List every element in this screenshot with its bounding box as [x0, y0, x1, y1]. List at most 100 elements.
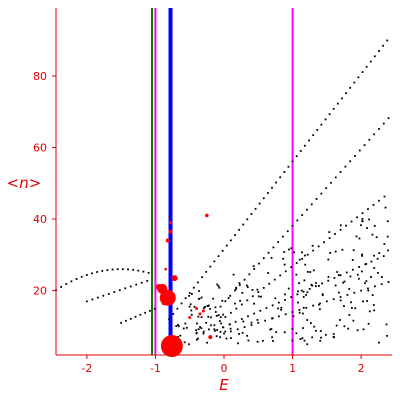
data-point [277, 307, 280, 310]
data-point [366, 300, 369, 302]
data-point [309, 271, 312, 273]
data-point [369, 60, 372, 63]
data-point [213, 328, 216, 331]
data-point [216, 283, 219, 286]
data-point [264, 319, 267, 322]
data-point [250, 321, 253, 324]
data-point [350, 301, 352, 304]
data-point [324, 118, 327, 121]
data-point [368, 218, 371, 221]
data-point [275, 331, 278, 334]
data-point [370, 260, 373, 263]
data-point [188, 343, 190, 346]
data-point [85, 300, 88, 303]
highlight-point [164, 267, 168, 271]
data-point [283, 251, 286, 253]
data-point [348, 288, 351, 290]
data-point [214, 311, 217, 313]
data-point [332, 298, 335, 301]
data-point [240, 303, 243, 306]
data-point [239, 299, 242, 302]
data-point [206, 341, 209, 344]
data-point [336, 102, 339, 105]
data-point [306, 253, 309, 256]
data-point [336, 271, 339, 273]
data-point [372, 304, 375, 306]
data-point [213, 260, 216, 263]
data-point [184, 297, 187, 300]
data-point [362, 328, 365, 331]
data-point [210, 316, 212, 319]
data-point [290, 266, 293, 269]
data-point [297, 290, 299, 293]
data-point [229, 327, 232, 330]
data-point [312, 269, 315, 272]
data-point [349, 275, 352, 278]
data-point [241, 332, 244, 334]
data-point [188, 305, 191, 308]
data-point [258, 202, 261, 205]
data-point [386, 235, 389, 238]
data-point [116, 268, 119, 271]
data-point [299, 338, 302, 340]
data-point [198, 290, 200, 292]
data-point [288, 248, 290, 251]
data-point [195, 331, 198, 334]
data-point [214, 329, 216, 332]
data-point [214, 306, 217, 309]
data-point [196, 322, 198, 325]
data-point [313, 325, 316, 328]
data-point [91, 298, 94, 301]
data-point [319, 339, 322, 342]
data-point [345, 92, 347, 95]
data-point [80, 275, 83, 278]
data-point [113, 291, 116, 293]
data-point [218, 320, 221, 322]
data-point [179, 334, 182, 337]
data-point [321, 294, 324, 297]
data-point [102, 294, 105, 297]
data-point [356, 216, 358, 219]
data-point [365, 65, 368, 68]
data-point [361, 217, 364, 220]
y-axis-label-close: > [29, 174, 42, 192]
data-point [386, 220, 389, 223]
data-point [364, 282, 366, 285]
data-point [183, 341, 186, 344]
data-point [238, 333, 240, 335]
data-point [297, 301, 299, 304]
data-point [329, 251, 332, 254]
data-point [225, 244, 228, 247]
data-point [328, 231, 331, 233]
data-point [317, 285, 320, 287]
data-point [373, 254, 375, 257]
data-point [238, 228, 240, 231]
highlight-point [188, 315, 192, 319]
data-point [70, 280, 73, 283]
data-point [353, 81, 356, 84]
data-point [132, 268, 135, 271]
data-point [302, 327, 304, 329]
highlight-point [171, 275, 178, 282]
data-point [360, 224, 362, 227]
y-tick-label: 40 [33, 213, 47, 226]
data-point [367, 289, 370, 292]
data-point [299, 150, 302, 152]
data-point [339, 299, 342, 302]
data-point [188, 294, 190, 297]
highlight-points [155, 213, 213, 358]
data-point [373, 55, 376, 58]
data-point [205, 321, 208, 324]
data-point [287, 287, 290, 290]
data-point [306, 343, 309, 346]
data-point [321, 282, 323, 285]
data-point [243, 326, 246, 328]
data-point [291, 311, 294, 313]
x-tick-label: 1 [289, 362, 296, 375]
data-point [291, 160, 294, 163]
data-point [142, 270, 145, 273]
data-point [247, 339, 250, 342]
data-point [295, 262, 298, 264]
data-point [328, 113, 331, 116]
